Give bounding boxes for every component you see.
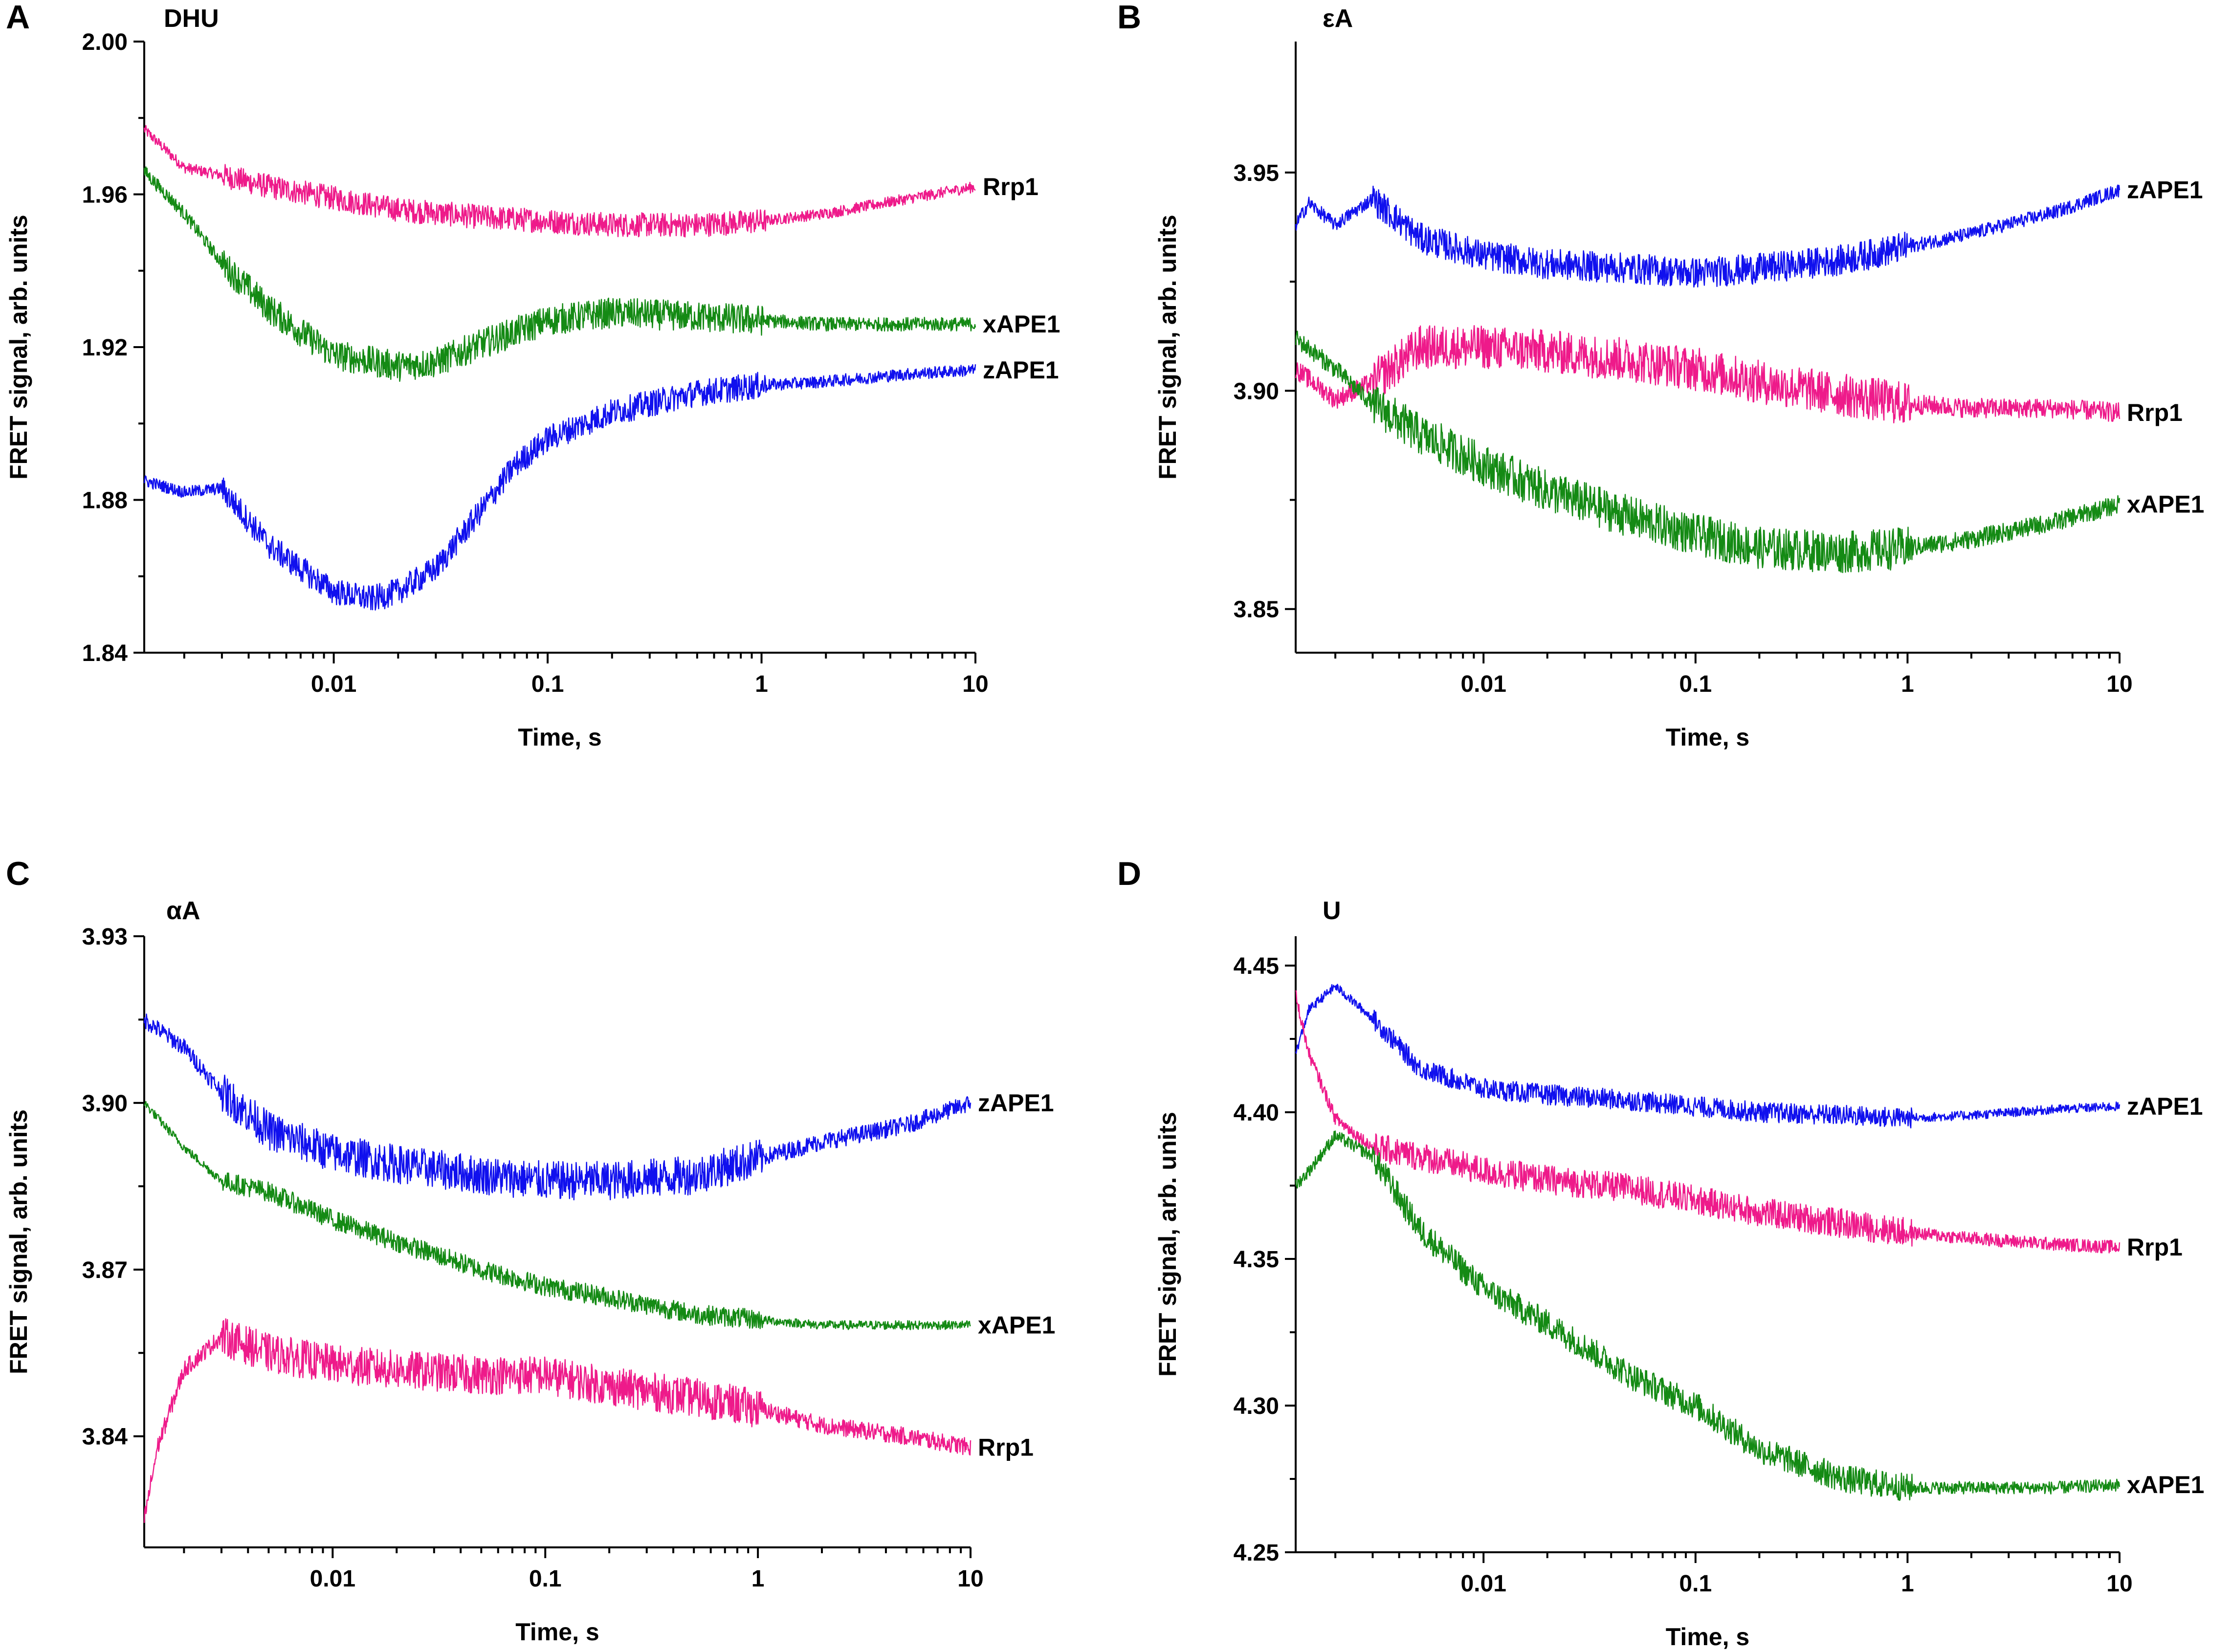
x-tick-label: 10 xyxy=(2106,671,2132,697)
x-tick-label: 1 xyxy=(751,1566,765,1592)
x-tick-label: 0.01 xyxy=(1460,1571,1506,1597)
series-line-rrp1 xyxy=(1295,990,2121,1254)
x-tick-label: 0.01 xyxy=(310,1566,355,1592)
y-tick-label: 3.95 xyxy=(1234,160,1279,186)
x-tick-label: 10 xyxy=(957,1566,983,1592)
series-line-zape1 xyxy=(143,1013,972,1201)
panel-title: U xyxy=(1323,897,1341,925)
x-axis-label: Time, s xyxy=(1666,1623,1749,1651)
y-tick-label: 3.90 xyxy=(82,1091,128,1117)
series-label-xape1: xAPE1 xyxy=(978,1311,1055,1339)
panel-a: A DHU 1.84 1.88 1.92 1.96 2.00 0.01 0.1 1 10 Time, … xyxy=(5,0,1060,751)
series-line-xape1 xyxy=(1295,1130,2121,1501)
y-tick-label: 1.96 xyxy=(82,182,128,208)
x-tick-label: 1 xyxy=(1901,671,1914,697)
x-tick-label: 0.1 xyxy=(1679,1571,1712,1597)
series-line-rrp1 xyxy=(143,1318,972,1523)
x-axis-label: Time, s xyxy=(1666,724,1749,751)
x-tick-label: 1 xyxy=(1901,1571,1914,1597)
x-tick-label: 0.1 xyxy=(1679,671,1712,697)
series-label-rrp1: Rrp1 xyxy=(983,173,1038,200)
series-label-rrp1: Rrp1 xyxy=(978,1433,1034,1461)
y-tick-label: 3.87 xyxy=(82,1257,128,1283)
x-tick-label: 0.01 xyxy=(311,671,356,697)
y-tick-label: 1.88 xyxy=(82,488,128,514)
y-tick-label: 1.84 xyxy=(82,640,128,666)
x-tick-label: 1 xyxy=(755,671,768,697)
panel-title: εA xyxy=(1323,4,1353,33)
x-tick-label: 10 xyxy=(2106,1571,2132,1597)
series-line-rrp1 xyxy=(143,125,976,238)
panel-d: D U 4.25 4.30 4.35 4.40 4.45 0.01 0.1 1 10 Time, s F… xyxy=(1117,855,2204,1651)
series-line-xape1 xyxy=(1295,330,2121,573)
series-line-zape1 xyxy=(1295,184,2121,288)
panel-title: αA xyxy=(166,897,200,925)
panel-letter: B xyxy=(1117,0,1141,36)
panel-c: CαA 3.84 3.87 3.90 3.93 0.01 0.1 1 10 Time, s FRET… xyxy=(5,855,1055,1646)
y-axis-label: FRET signal, arb. units xyxy=(5,1109,32,1374)
y-tick-label: 4.25 xyxy=(1234,1540,1279,1566)
y-tick-label: 4.40 xyxy=(1234,1100,1279,1126)
y-axis-label: FRET signal, arb. units xyxy=(1154,1112,1181,1377)
series-line-zape1 xyxy=(1295,984,2121,1129)
series-line-rrp1 xyxy=(1295,325,2121,423)
series-label-xape1: xAPE1 xyxy=(983,310,1060,338)
series-label-zape1: zAPE1 xyxy=(983,356,1059,384)
y-tick-label: 4.30 xyxy=(1234,1393,1279,1419)
series-label-rrp1: Rrp1 xyxy=(2127,1233,2183,1261)
series-label-xape1: xAPE1 xyxy=(2127,490,2204,518)
series-label-zape1: zAPE1 xyxy=(978,1089,1054,1117)
panel-letter: D xyxy=(1117,855,1141,892)
y-tick-label: 1.92 xyxy=(82,335,128,361)
panel-letter: C xyxy=(6,855,30,892)
y-axis-label: FRET signal, arb. units xyxy=(5,215,32,480)
panel-title: DHU xyxy=(164,4,219,33)
x-tick-label: 0.01 xyxy=(1460,671,1506,697)
series-line-xape1 xyxy=(143,1101,971,1330)
series-line-xape1 xyxy=(143,166,976,382)
y-tick-label: 2.00 xyxy=(82,29,128,55)
y-tick-label: 3.85 xyxy=(1234,597,1279,623)
y-tick-label: 3.93 xyxy=(82,924,128,950)
x-axis-label: Time, s xyxy=(515,1618,599,1646)
y-tick-label: 3.90 xyxy=(1234,378,1279,404)
series-label-xape1: xAPE1 xyxy=(2127,1471,2204,1498)
series-line-zape1 xyxy=(143,364,976,611)
series-label-rrp1: Rrp1 xyxy=(2127,399,2183,426)
x-tick-label: 0.1 xyxy=(531,671,564,697)
x-tick-label: 0.1 xyxy=(529,1566,562,1592)
x-tick-label: 10 xyxy=(962,671,988,697)
series-label-zape1: zAPE1 xyxy=(2127,176,2203,204)
series-label-zape1: zAPE1 xyxy=(2127,1093,2203,1120)
x-axis-label: Time, s xyxy=(518,724,601,751)
panel-letter: A xyxy=(6,0,30,36)
y-axis-label: FRET signal, arb. units xyxy=(1154,215,1181,480)
y-tick-label: 4.45 xyxy=(1234,953,1279,979)
y-tick-label: 4.35 xyxy=(1234,1247,1279,1273)
y-tick-label: 3.84 xyxy=(82,1424,128,1450)
